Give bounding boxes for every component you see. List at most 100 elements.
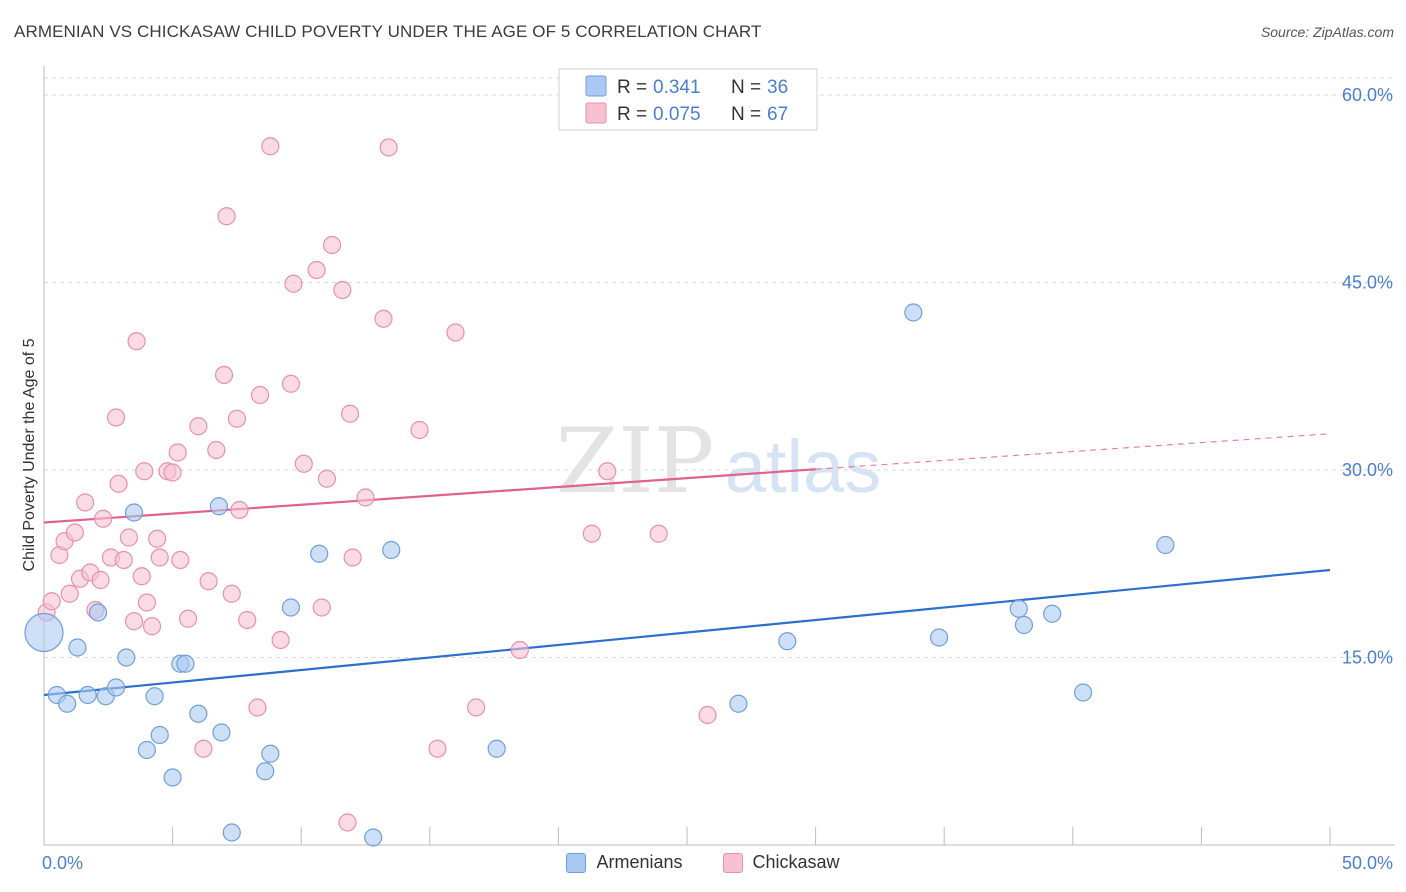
point-chickasaw[interactable] bbox=[379, 138, 398, 157]
point-chickasaw[interactable] bbox=[124, 612, 144, 631]
chart-title: ARMENIAN VS CHICKASAW CHILD POVERTY UNDE… bbox=[14, 22, 762, 41]
point-chickasaw[interactable] bbox=[148, 529, 167, 548]
point-armenians[interactable] bbox=[189, 704, 208, 723]
point-chickasaw[interactable] bbox=[322, 235, 342, 255]
point-chickasaw[interactable] bbox=[250, 385, 270, 405]
point-chickasaw[interactable] bbox=[356, 488, 375, 507]
point-chickasaw[interactable] bbox=[510, 640, 529, 660]
point-chickasaw[interactable] bbox=[271, 630, 290, 650]
point-chickasaw[interactable] bbox=[649, 524, 668, 543]
point-chickasaw[interactable] bbox=[227, 409, 246, 428]
point-chickasaw[interactable] bbox=[338, 813, 357, 832]
point-armenians[interactable] bbox=[78, 685, 97, 705]
point-chickasaw[interactable] bbox=[217, 207, 236, 226]
point-chickasaw[interactable] bbox=[317, 469, 337, 488]
point-chickasaw[interactable] bbox=[91, 570, 110, 590]
point-chickasaw[interactable] bbox=[214, 365, 234, 385]
point-armenians[interactable] bbox=[1073, 683, 1093, 702]
point-chickasaw[interactable] bbox=[410, 420, 429, 440]
point-chickasaw[interactable] bbox=[248, 698, 267, 717]
point-chickasaw[interactable] bbox=[284, 274, 303, 293]
y-tick-label: 30.0% bbox=[1342, 460, 1393, 480]
point-chickasaw[interactable] bbox=[428, 739, 447, 758]
point-chickasaw[interactable] bbox=[261, 137, 280, 156]
point-chickasaw[interactable] bbox=[281, 374, 301, 393]
point-chickasaw[interactable] bbox=[76, 493, 95, 512]
point-armenians[interactable] bbox=[24, 612, 64, 653]
point-armenians[interactable] bbox=[209, 497, 228, 516]
point-armenians[interactable] bbox=[124, 503, 144, 522]
point-armenians[interactable] bbox=[88, 603, 108, 622]
point-chickasaw[interactable] bbox=[94, 509, 113, 528]
point-armenians[interactable] bbox=[176, 654, 195, 673]
point-chickasaw[interactable] bbox=[60, 584, 79, 603]
point-armenians[interactable] bbox=[778, 632, 797, 651]
point-chickasaw[interactable] bbox=[106, 408, 126, 427]
point-chickasaw[interactable] bbox=[230, 500, 249, 520]
point-chickasaw[interactable] bbox=[171, 550, 190, 570]
point-chickasaw[interactable] bbox=[189, 417, 208, 436]
point-armenians[interactable] bbox=[281, 598, 301, 617]
point-chickasaw[interactable] bbox=[168, 443, 187, 462]
point-armenians[interactable] bbox=[212, 723, 231, 742]
y-tick-label: 60.0% bbox=[1342, 85, 1393, 105]
point-chickasaw[interactable] bbox=[163, 463, 182, 482]
point-chickasaw[interactable] bbox=[238, 610, 257, 630]
point-chickasaw[interactable] bbox=[199, 572, 218, 591]
point-chickasaw[interactable] bbox=[598, 462, 617, 481]
point-chickasaw[interactable] bbox=[42, 592, 61, 611]
point-armenians[interactable] bbox=[487, 739, 506, 758]
point-chickasaw[interactable] bbox=[137, 593, 156, 612]
point-armenians[interactable] bbox=[137, 740, 156, 760]
point-chickasaw[interactable] bbox=[374, 309, 393, 328]
point-chickasaw[interactable] bbox=[333, 280, 352, 300]
point-armenians[interactable] bbox=[1043, 604, 1062, 623]
point-armenians[interactable] bbox=[729, 694, 748, 713]
point-chickasaw[interactable] bbox=[132, 567, 151, 586]
point-chickasaw[interactable] bbox=[194, 739, 213, 758]
stats-legend: R = 0.341 N = 36 R = 0.075 N = 67 bbox=[558, 68, 818, 131]
point-chickasaw[interactable] bbox=[307, 260, 326, 280]
point-chickasaw[interactable] bbox=[340, 404, 360, 423]
point-armenians[interactable] bbox=[68, 638, 87, 657]
point-armenians[interactable] bbox=[310, 544, 329, 563]
point-chickasaw[interactable] bbox=[582, 524, 601, 543]
point-chickasaw[interactable] bbox=[119, 528, 138, 547]
point-chickasaw[interactable] bbox=[294, 454, 313, 473]
point-chickasaw[interactable] bbox=[114, 550, 133, 570]
point-armenians[interactable] bbox=[145, 687, 164, 706]
point-chickasaw[interactable] bbox=[207, 440, 226, 460]
point-chickasaw[interactable] bbox=[466, 698, 486, 717]
point-armenians[interactable] bbox=[58, 694, 77, 713]
legend-item-chickasaw[interactable]: Chickasaw bbox=[722, 852, 840, 873]
point-armenians[interactable] bbox=[222, 823, 241, 842]
point-chickasaw[interactable] bbox=[343, 548, 362, 567]
point-chickasaw[interactable] bbox=[135, 462, 154, 481]
watermark: ZIP atlas bbox=[556, 409, 881, 514]
point-armenians[interactable] bbox=[364, 828, 383, 847]
point-chickasaw[interactable] bbox=[698, 705, 717, 725]
point-chickasaw[interactable] bbox=[312, 598, 331, 617]
point-chickasaw[interactable] bbox=[446, 323, 465, 342]
point-armenians[interactable] bbox=[163, 768, 182, 787]
point-chickasaw[interactable] bbox=[65, 523, 84, 542]
point-armenians[interactable] bbox=[382, 540, 401, 560]
point-armenians[interactable] bbox=[261, 744, 280, 763]
legend-item-armenians[interactable]: Armenians bbox=[566, 852, 683, 873]
point-armenians[interactable] bbox=[1009, 599, 1028, 618]
point-chickasaw[interactable] bbox=[178, 609, 198, 628]
point-armenians[interactable] bbox=[1156, 535, 1175, 555]
point-chickasaw[interactable] bbox=[142, 617, 162, 636]
point-armenians[interactable] bbox=[904, 303, 923, 322]
point-chickasaw[interactable] bbox=[222, 584, 241, 603]
point-chickasaw[interactable] bbox=[109, 474, 128, 493]
gridlines bbox=[44, 77, 1395, 658]
point-chickasaw[interactable] bbox=[150, 548, 169, 567]
point-armenians[interactable] bbox=[1014, 615, 1034, 635]
point-armenians[interactable] bbox=[106, 678, 126, 697]
point-armenians[interactable] bbox=[150, 725, 169, 745]
point-armenians[interactable] bbox=[117, 648, 136, 667]
point-armenians[interactable] bbox=[256, 762, 275, 781]
point-chickasaw[interactable] bbox=[127, 332, 146, 351]
point-armenians[interactable] bbox=[929, 628, 949, 647]
